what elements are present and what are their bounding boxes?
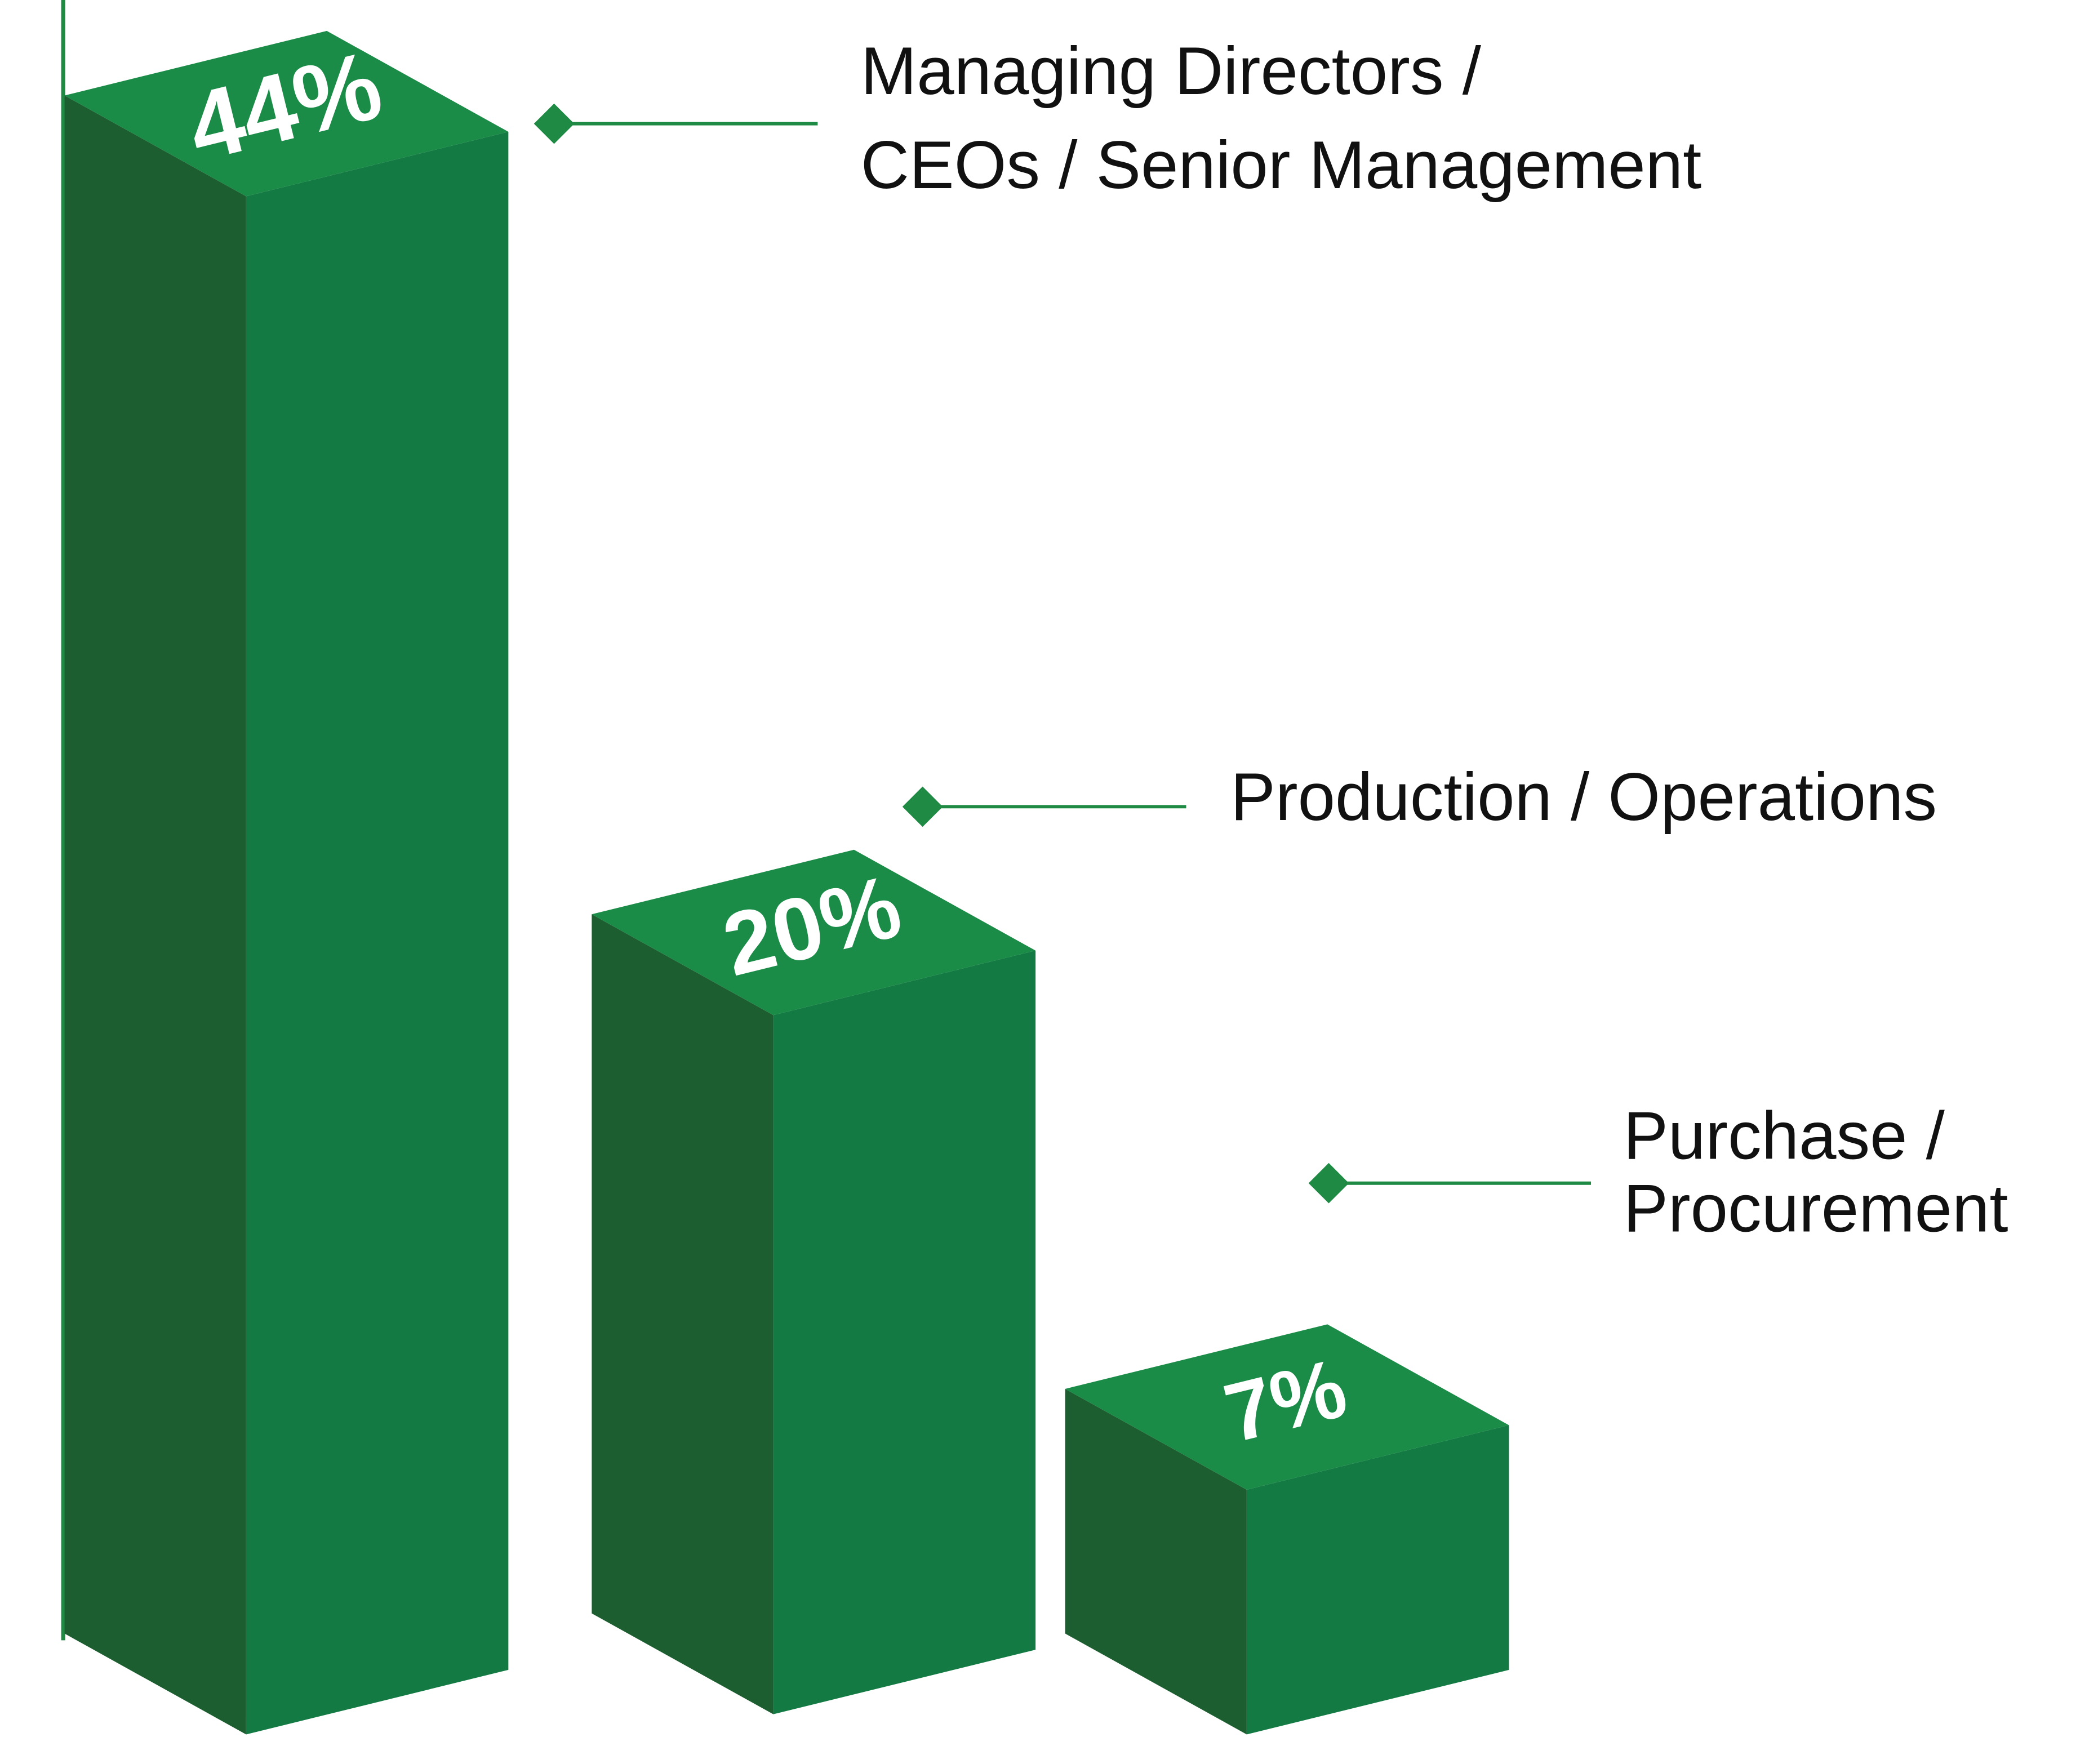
bar	[246, 131, 509, 1735]
bar-side	[64, 95, 246, 1735]
bar-top	[1065, 1324, 1509, 1490]
category-label: Procurement	[1623, 1171, 2008, 1246]
bar-side	[1065, 1388, 1247, 1735]
category-label: Managing Directors /	[861, 34, 1482, 109]
category-label: Production / Operations	[1230, 760, 1937, 835]
bar	[1246, 1425, 1509, 1735]
category-label: Purchase /	[1623, 1099, 1945, 1174]
bar	[773, 950, 1036, 1714]
bar-side	[592, 914, 774, 1714]
bar-top	[592, 849, 1036, 1015]
bar-top	[64, 30, 509, 197]
category-label: CEOs / Senior Management	[861, 128, 1702, 203]
